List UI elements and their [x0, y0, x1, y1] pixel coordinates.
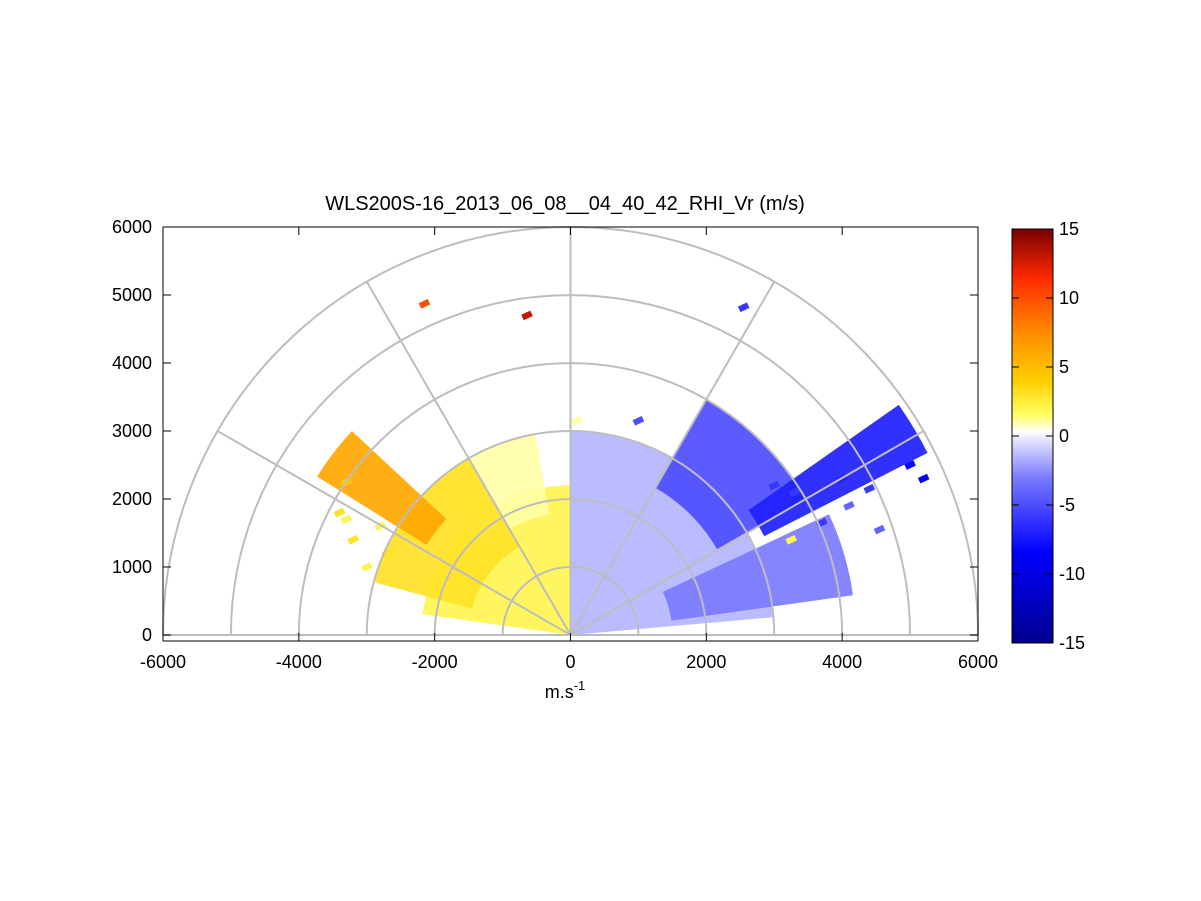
data-point	[904, 460, 916, 470]
y-tick-label: 2000	[112, 489, 152, 509]
x-axis-label-text: m.s	[545, 682, 574, 702]
y-tick-label: 0	[142, 625, 152, 645]
data-point	[360, 562, 373, 572]
data-point	[340, 514, 353, 525]
x-axis: -6000 -4000 -2000 0 2000 4000 6000	[140, 227, 998, 672]
colorbar-axis: 15 10 5 0 -5 -10 -15	[1012, 219, 1085, 653]
y-tick-label: 3000	[112, 421, 152, 441]
data-point	[381, 548, 393, 559]
azimuth-spoke	[217, 430, 572, 636]
colorbar-tick-label: -15	[1059, 633, 1085, 653]
data-point	[788, 487, 801, 498]
region-left-yellow	[373, 458, 520, 609]
colorbar-tick-label: 15	[1059, 219, 1079, 239]
colorbar-tick-label: 10	[1059, 288, 1079, 308]
data-point	[333, 507, 346, 518]
data-point	[418, 299, 431, 309]
x-tick-label: 0	[565, 652, 575, 672]
polar-grid	[162, 226, 979, 636]
data-point	[521, 310, 533, 321]
x-tick-label: 2000	[686, 652, 726, 672]
colorbar-tick-label: -5	[1059, 495, 1075, 515]
colorbar-tick-label: 0	[1059, 426, 1069, 446]
y-tick-label: 4000	[112, 353, 152, 373]
region-right-blue-band	[748, 404, 928, 537]
azimuth-spoke	[569, 430, 924, 636]
y-tick-label: 5000	[112, 285, 152, 305]
data-point	[873, 524, 886, 535]
region-left-orange-band	[317, 430, 447, 545]
x-axis-label: m.s-1	[545, 678, 586, 702]
x-tick-label: -4000	[276, 652, 322, 672]
data-point	[570, 415, 583, 426]
x-tick-label: 6000	[958, 652, 998, 672]
chart-title: WLS200S-16_2013_06_08__04_40_42_RHI_Vr (…	[325, 193, 805, 215]
data-point	[632, 415, 645, 426]
data-point	[843, 500, 855, 511]
x-axis-label-exponent: -1	[574, 678, 586, 693]
data-point	[768, 480, 781, 491]
region-right-light-blue	[662, 514, 853, 621]
data-point	[863, 483, 876, 494]
data-point	[917, 473, 930, 484]
x-tick-label: 4000	[822, 652, 862, 672]
colorbar-tick-label: 5	[1059, 357, 1069, 377]
y-tick-label: 1000	[112, 557, 152, 577]
azimuth-spoke	[365, 281, 572, 636]
x-tick-label: -2000	[412, 652, 458, 672]
azimuth-spoke	[569, 281, 776, 636]
colorbar-tick-label: -10	[1059, 564, 1085, 584]
data-point	[785, 534, 798, 545]
data-point	[347, 534, 359, 545]
y-axis: 0 1000 2000 3000 4000 5000 6000	[112, 217, 978, 645]
data-point	[737, 302, 750, 313]
y-tick-label: 6000	[112, 217, 152, 237]
x-tick-label: -6000	[140, 652, 186, 672]
